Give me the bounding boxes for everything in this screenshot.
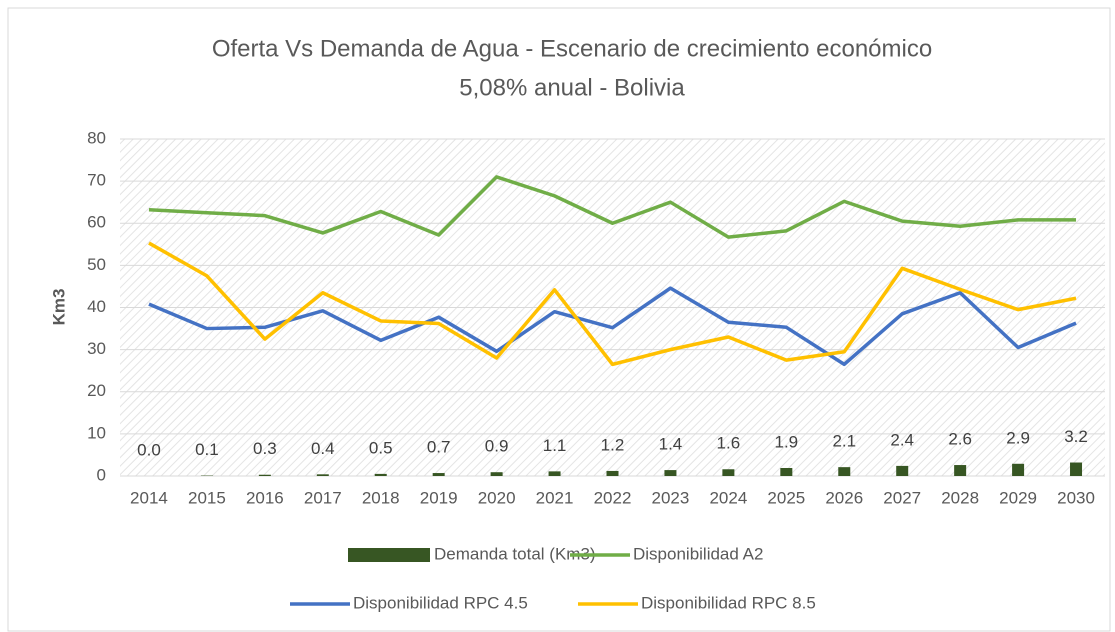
y-tick-label: 60 (87, 213, 106, 232)
data-label: 0.9 (485, 437, 509, 456)
bar (432, 473, 445, 476)
x-tick-label: 2023 (652, 488, 690, 507)
y-tick-label: 70 (87, 171, 106, 190)
bar (896, 465, 909, 476)
x-tick-label: 2026 (825, 488, 863, 507)
data-label: 1.4 (659, 435, 683, 454)
line (148, 241, 1077, 367)
data-label: 2.6 (948, 430, 972, 449)
data-label: 0.3 (253, 439, 277, 458)
y-tick-label: 30 (87, 339, 106, 358)
data-label: 2.4 (890, 430, 914, 449)
x-tick-label: 2025 (767, 488, 805, 507)
bar (664, 470, 677, 476)
data-label: 1.6 (717, 434, 741, 453)
y-tick-label: 80 (87, 128, 106, 147)
data-label: 3.2 (1064, 427, 1088, 446)
bar (374, 473, 387, 476)
data-label: 2.9 (1006, 428, 1030, 447)
bar (722, 469, 735, 476)
x-tick-label: 2019 (420, 488, 458, 507)
legend-label: Disponibilidad A2 (633, 544, 763, 563)
y-tick-label: 20 (87, 381, 106, 400)
x-tick-label: 2018 (362, 488, 400, 507)
bar (258, 474, 271, 476)
data-label: 0.7 (427, 438, 451, 457)
y-axis-label: Km3 (49, 289, 68, 326)
x-tick-label: 2015 (188, 488, 226, 507)
data-label: 0.1 (195, 440, 219, 459)
x-tick-label: 2021 (536, 488, 574, 507)
x-tick-label: 2030 (1057, 488, 1095, 507)
chart-subtitle: 5,08% anual - Bolivia (459, 74, 685, 101)
bar (1012, 463, 1025, 476)
y-tick-label: 50 (87, 255, 106, 274)
x-tick-label: 2029 (999, 488, 1037, 507)
data-label: 1.9 (775, 432, 799, 451)
x-tick-label: 2014 (130, 488, 168, 507)
legend-label: Disponibilidad RPC 8.5 (641, 593, 816, 612)
x-tick-label: 2017 (304, 488, 342, 507)
legend-swatch (348, 548, 430, 562)
x-tick-label: 2024 (709, 488, 747, 507)
data-label: 0.5 (369, 438, 393, 457)
bar (490, 472, 503, 476)
x-tick-label: 2028 (941, 488, 979, 507)
x-tick-label: 2022 (594, 488, 632, 507)
data-label: 1.1 (543, 436, 567, 455)
bar (780, 467, 793, 476)
data-label: 1.2 (601, 435, 625, 454)
data-label: 0.4 (311, 439, 335, 458)
y-tick-label: 10 (87, 423, 106, 442)
bar (838, 467, 851, 476)
y-tick-label: 0 (97, 465, 106, 484)
legend-label: Demanda total (Km3) (434, 544, 596, 563)
x-tick-label: 2027 (883, 488, 921, 507)
x-tick-label: 2016 (246, 488, 284, 507)
x-tick-label: 2020 (478, 488, 516, 507)
bar (954, 465, 967, 476)
bar (606, 470, 619, 476)
line (148, 175, 1077, 239)
bar (548, 471, 561, 476)
bar (1070, 462, 1083, 476)
bar (316, 474, 329, 476)
data-label: 0.0 (137, 440, 161, 459)
line (148, 286, 1077, 367)
data-label: 2.1 (832, 432, 856, 451)
chart-title: Oferta Vs Demanda de Agua - Escenario de… (212, 35, 932, 62)
legend-label: Disponibilidad RPC 4.5 (353, 593, 528, 612)
y-tick-label: 40 (87, 297, 106, 316)
